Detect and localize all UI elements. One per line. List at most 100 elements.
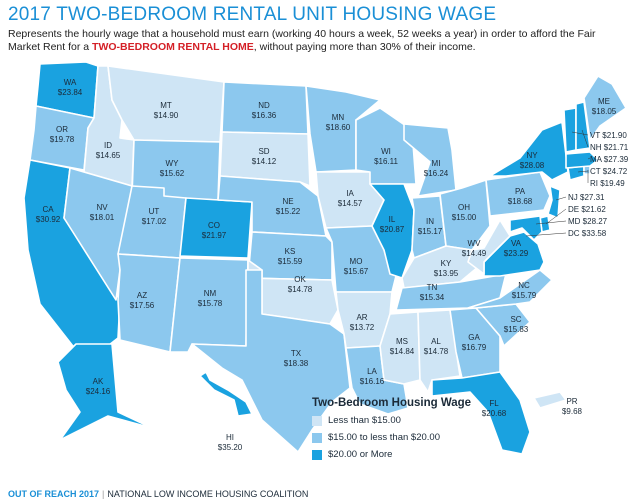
state-il xyxy=(369,183,415,279)
northeast-label-ri: RI $19.49 xyxy=(590,179,625,188)
state-label-sc: SC $15.83 xyxy=(504,315,529,334)
legend-item-mid: $15.00 to less than $20.00 xyxy=(312,432,492,443)
page-subtitle: Represents the hourly wage that a househ… xyxy=(8,28,628,54)
leader-line-md xyxy=(535,220,567,225)
state-sd xyxy=(219,131,311,187)
subtitle-highlight: TWO-BEDROOM RENTAL HOME xyxy=(92,41,254,53)
state-label-sd: SD $14.12 xyxy=(252,147,277,166)
northeast-label-ct: CT $24.72 xyxy=(590,167,628,176)
legend-label-low: Less than $15.00 xyxy=(328,415,401,426)
footer-org: NATIONAL LOW INCOME HOUSING COALITION xyxy=(107,489,309,499)
state-fl xyxy=(431,371,531,455)
state-nh xyxy=(575,101,591,151)
state-shapes xyxy=(23,61,627,455)
state-vt xyxy=(563,107,577,153)
leader-line-nj xyxy=(555,196,567,201)
state-label-or: OR $19.78 xyxy=(50,125,75,144)
state-me xyxy=(583,75,627,141)
state-label-wv: WV $14.49 xyxy=(462,239,487,258)
legend-title: Two-Bedroom Housing Wage xyxy=(312,397,472,409)
footer-brand: OUT OF REACH 2017 xyxy=(8,489,100,499)
state-label-wa: WA $23.84 xyxy=(58,78,83,97)
state-label-pr: PR $9.68 xyxy=(562,397,583,416)
state-label-tn: TN $15.34 xyxy=(420,283,445,302)
state-label-in: IN $15.17 xyxy=(418,217,443,236)
legend-swatch-low xyxy=(312,415,322,426)
state-label-nm: NM $15.78 xyxy=(198,289,223,308)
northeast-label-md: MD $28.27 xyxy=(568,217,608,226)
legend-item-high: $20.00 or More xyxy=(312,449,492,460)
leader-line-nh xyxy=(581,129,589,148)
northeast-label-nj: NJ $27.31 xyxy=(568,193,605,202)
state-ak xyxy=(57,343,153,441)
state-label-hi: HI $35.20 xyxy=(218,433,243,452)
state-label-mn: MN $18.60 xyxy=(326,113,351,132)
state-label-oh: OH $15.00 xyxy=(452,203,477,222)
state-label-ms: MS $14.84 xyxy=(390,337,415,356)
state-label-mt: MT $14.90 xyxy=(154,101,179,120)
northeast-label-de: DE $21.62 xyxy=(568,205,606,214)
state-pr xyxy=(533,391,567,409)
northeast-label-ma: MA $27.39 xyxy=(590,155,629,164)
state-label-nv: NV $18.01 xyxy=(90,203,115,222)
state-label-ia: IA $14.57 xyxy=(338,189,363,208)
state-label-ks: KS $15.59 xyxy=(278,247,303,266)
subtitle-text-end: , without paying more than 30% of their … xyxy=(253,41,476,53)
state-nc xyxy=(467,269,553,309)
state-va xyxy=(483,231,545,277)
state-label-pa: PA $18.68 xyxy=(508,187,533,206)
legend-swatch-mid xyxy=(312,432,322,443)
leader-lines xyxy=(525,129,591,237)
state-label-id: ID $14.65 xyxy=(96,141,121,160)
state-label-ut: UT $17.02 xyxy=(142,207,167,226)
legend-item-low: Less than $15.00 xyxy=(312,415,492,426)
northeast-label-dc: DC $33.58 xyxy=(568,229,607,238)
state-hi xyxy=(199,371,253,417)
state-label-co: CO $21.97 xyxy=(202,221,227,240)
state-label-fl: FL $20.68 xyxy=(482,399,507,418)
state-label-ky: KY $13.95 xyxy=(434,259,459,278)
state-label-mo: MO $15.67 xyxy=(344,257,369,276)
state-label-il: IL $20.87 xyxy=(380,215,405,234)
legend-swatch-high xyxy=(312,449,322,460)
state-label-ok: OK $14.78 xyxy=(288,275,313,294)
state-label-az: AZ $17.56 xyxy=(130,291,155,310)
state-label-ak: AK $24.16 xyxy=(86,377,111,396)
state-tx xyxy=(191,269,351,453)
leader-line-ma xyxy=(587,157,591,160)
state-label-wi: WI $16.11 xyxy=(374,147,398,166)
state-label-ga: GA $16.79 xyxy=(462,333,487,352)
state-label-la: LA $16.16 xyxy=(360,367,385,386)
page-title: 2017 TWO-BEDROOM RENTAL UNIT HOUSING WAG… xyxy=(8,4,497,25)
footer: OUT OF REACH 2017 | NATIONAL LOW INCOME HO… xyxy=(8,489,308,499)
state-label-ny: NY $28.08 xyxy=(520,151,545,170)
state-label-ar: AR $13.72 xyxy=(350,313,375,332)
state-ma xyxy=(565,151,599,169)
state-label-me: ME $18.05 xyxy=(592,97,617,116)
state-label-va: VA $23.29 xyxy=(504,239,529,258)
state-label-nc: NC $15.79 xyxy=(512,281,537,300)
map-legend: Two-Bedroom Housing Wage Less than $15.0… xyxy=(312,397,492,466)
leader-line-ct xyxy=(577,170,589,173)
state-nj xyxy=(547,185,561,219)
state-label-tx: TX $18.38 xyxy=(284,349,309,368)
state-nv xyxy=(63,167,133,301)
state-labels: WA $23.84 OR $19.78 CA $30.92 ID $14.65 NV $18.01… xyxy=(36,78,629,452)
leader-line-de xyxy=(545,208,567,225)
legend-label-high: $20.00 or More xyxy=(328,449,393,460)
footer-separator: | xyxy=(102,489,105,499)
state-label-ne: NE $15.22 xyxy=(276,197,301,216)
northeast-label-vt: VT $21.90 xyxy=(590,131,627,140)
state-label-mi: MI $16.24 xyxy=(424,159,449,178)
subtitle-text: Represents the hourly wage that a househ… xyxy=(8,28,596,53)
state-label-wy: WY $15.62 xyxy=(160,159,185,178)
legend-label-mid: $15.00 to less than $20.00 xyxy=(328,432,440,443)
leader-line-vt xyxy=(571,131,589,136)
state-label-nd: ND $16.36 xyxy=(252,101,277,120)
leader-line-dc xyxy=(525,232,567,237)
state-label-al: AL $14.78 xyxy=(424,337,449,356)
state-mi xyxy=(403,123,457,197)
state-md xyxy=(509,215,543,241)
state-label-ca: CA $30.92 xyxy=(36,205,61,224)
